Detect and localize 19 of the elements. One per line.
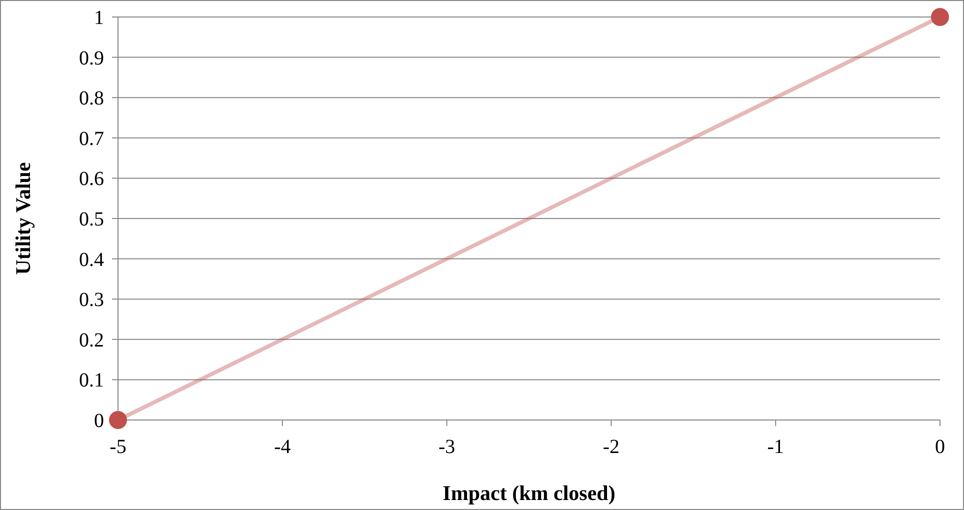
x-tick-label: -5 [110, 436, 126, 458]
y-tick-label: 1 [94, 7, 104, 29]
x-tick-label: -3 [438, 436, 456, 458]
y-tick-label: 0 [94, 410, 104, 432]
x-axis-title: Impact (km closed) [442, 481, 616, 505]
y-tick-label: 0.5 [79, 208, 104, 230]
x-tick-label: -1 [767, 436, 784, 458]
y-tick-label: 0.3 [79, 289, 104, 312]
x-tick-label: 0 [935, 436, 945, 458]
y-tick-label: 0.9 [79, 47, 104, 70]
y-tick-label: 0.8 [79, 88, 104, 110]
x-tick-label: -4 [274, 436, 291, 458]
y-tick-label: 0.1 [79, 370, 104, 392]
y-tick-label: 0.2 [79, 329, 104, 352]
y-tick-label: 0.6 [79, 168, 104, 190]
y-tick-label: 0.4 [79, 248, 104, 271]
x-tick-label: -2 [602, 436, 620, 458]
y-tick-label: 0.7 [79, 128, 104, 150]
y-axis-title: Utility Value [11, 162, 35, 275]
